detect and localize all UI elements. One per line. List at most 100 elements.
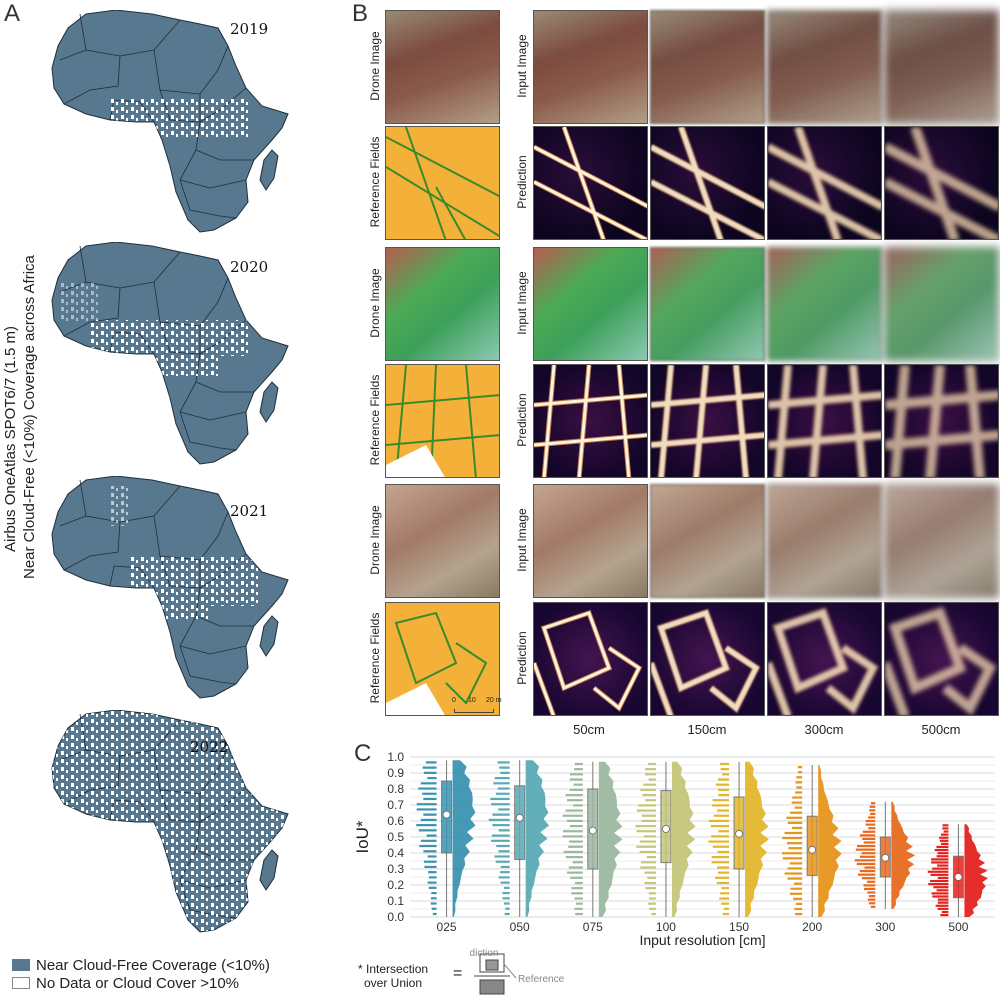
row-label-input-image-2: Input Image xyxy=(515,271,529,335)
violin-050 xyxy=(525,760,550,917)
prediction-tile-1-50cm xyxy=(533,126,648,240)
histogram-bar-200-27 xyxy=(796,776,803,779)
histogram-bar-200-29 xyxy=(797,766,803,769)
histogram-bar-100-22 xyxy=(645,799,656,802)
violin-025 xyxy=(452,760,476,917)
histogram-bar-300-22 xyxy=(868,827,876,830)
histogram-bar-300-27 xyxy=(869,809,876,812)
y-tick-label-0.9: 0.9 xyxy=(387,766,404,780)
histogram-bar-025-14 xyxy=(420,839,437,842)
histogram-bar-100-4 xyxy=(648,892,656,895)
histogram-bar-050-20 xyxy=(498,808,510,811)
drone-image-tile-2 xyxy=(385,247,500,361)
histogram-bar-500-9 xyxy=(933,886,949,889)
iou-footnote: * Intersection over Union xyxy=(358,962,428,990)
y-tick-label-0.6: 0.6 xyxy=(387,814,404,828)
histogram-bar-150-18 xyxy=(708,819,730,822)
iou-diagram: Prediction Reference xyxy=(470,948,565,995)
histogram-bar-075-25 xyxy=(573,783,583,786)
histogram-bar-025-25 xyxy=(420,782,437,785)
histogram-bar-500-11 xyxy=(930,879,949,883)
histogram-bar-025-17 xyxy=(416,824,437,827)
histogram-bar-050-22 xyxy=(490,797,510,801)
row-label-drone-image-2: Drone Image xyxy=(368,268,382,338)
scale-tick-10: 10 xyxy=(468,697,476,704)
scale-tick-0: 0 xyxy=(452,697,456,704)
histogram-bar-300-20 xyxy=(859,834,876,837)
input-image-tile-1-50cm xyxy=(533,10,648,124)
histogram-bar-025-18 xyxy=(420,818,437,822)
histogram-bar-025-16 xyxy=(418,829,437,832)
histogram-bar-500-15 xyxy=(932,867,949,870)
prediction-tile-1-500cm xyxy=(884,126,999,240)
histogram-bar-025-15 xyxy=(426,834,437,837)
drone-image-tile-1 xyxy=(385,10,500,124)
histogram-bar-050-3 xyxy=(502,897,510,900)
row-label-input-image-3: Input Image xyxy=(515,508,529,572)
iou-diagram-intersection xyxy=(485,959,499,971)
prediction-tile-3-150cm xyxy=(650,602,765,716)
map-year-2020: 2020 xyxy=(230,258,269,276)
histogram-bar-100-2 xyxy=(648,902,656,905)
histogram-bar-075-7 xyxy=(570,876,583,879)
histogram-bar-100-9 xyxy=(640,866,656,869)
histogram-bar-075-16 xyxy=(562,830,583,833)
histogram-bar-050-4 xyxy=(502,891,510,895)
histogram-bar-100-18 xyxy=(641,819,656,822)
prediction-tile-2-50cm xyxy=(533,364,648,478)
prediction-tile-2-150cm xyxy=(650,364,765,478)
histogram-bar-300-18 xyxy=(863,841,876,844)
histogram-bar-025-20 xyxy=(416,808,437,811)
iou-diagram-prediction-label: Prediction xyxy=(470,948,498,959)
africa-map-2021 xyxy=(51,476,289,699)
histogram-bar-050-19 xyxy=(492,813,510,816)
histogram-bar-050-17 xyxy=(492,824,510,827)
x-tick-label-500: 500 xyxy=(948,920,968,934)
y-tick-label-1.0: 1.0 xyxy=(387,750,404,764)
histogram-bar-150-5 xyxy=(721,887,730,890)
histogram-bar-500-19 xyxy=(936,855,949,858)
histogram-bar-200-0 xyxy=(794,912,803,916)
histogram-bar-100-28 xyxy=(645,768,656,771)
histogram-bar-100-13 xyxy=(636,845,656,848)
y-tick-label-0.8: 0.8 xyxy=(387,782,404,796)
histogram-bar-500-28 xyxy=(942,827,949,830)
histogram-bar-150-4 xyxy=(720,892,730,895)
histogram-bar-050-6 xyxy=(500,881,510,884)
histogram-bar-075-18 xyxy=(566,819,583,822)
histogram-bar-025-0 xyxy=(432,912,437,916)
panel-letter-c: C xyxy=(354,740,372,767)
histogram-bar-075-14 xyxy=(569,840,583,843)
histogram-bar-025-27 xyxy=(423,771,437,774)
histogram-bar-025-5 xyxy=(428,886,437,889)
histogram-bar-075-9 xyxy=(568,866,583,869)
panel-a-y-title-line1: Airbus OneAtlas SPOT6/7 (1.5 m) xyxy=(2,326,19,552)
histogram-bar-075-21 xyxy=(573,804,583,807)
histogram-bar-200-19 xyxy=(786,816,803,819)
histogram-bar-050-1 xyxy=(505,907,510,910)
histogram-bar-100-24 xyxy=(640,788,656,791)
histogram-bar-100-7 xyxy=(647,876,656,879)
histogram-bar-300-6 xyxy=(863,884,876,887)
histogram-bar-200-6 xyxy=(794,882,803,885)
histogram-bar-100-5 xyxy=(645,887,656,890)
y-axis-label: IoU* xyxy=(353,820,372,853)
histogram-bar-100-21 xyxy=(638,804,656,807)
histogram-bar-025-6 xyxy=(427,881,437,884)
histogram-bar-500-29 xyxy=(942,824,949,827)
reference-fields-tile-1 xyxy=(385,126,500,240)
histogram-bar-100-20 xyxy=(636,809,656,812)
histogram-bar-025-24 xyxy=(418,787,437,790)
legend-label-no-data: No Data or Cloud Cover >10% xyxy=(36,975,240,992)
histogram-bar-300-28 xyxy=(869,805,876,808)
panel-a-y-title: Airbus OneAtlas SPOT6/7 (1.5 m) Near Clo… xyxy=(1,255,39,579)
histogram-bar-500-3 xyxy=(935,904,949,907)
histogram-bar-500-18 xyxy=(931,858,949,861)
histogram-bar-100-1 xyxy=(649,907,656,910)
prediction-tile-3-300cm xyxy=(767,602,882,716)
histogram-bar-075-6 xyxy=(574,881,583,885)
legend-item-no-data: No Data or Cloud Cover >10% xyxy=(12,975,239,992)
histogram-bar-500-1 xyxy=(941,910,949,914)
histogram-bar-300-3 xyxy=(868,894,876,898)
median-point-200 xyxy=(808,845,817,854)
